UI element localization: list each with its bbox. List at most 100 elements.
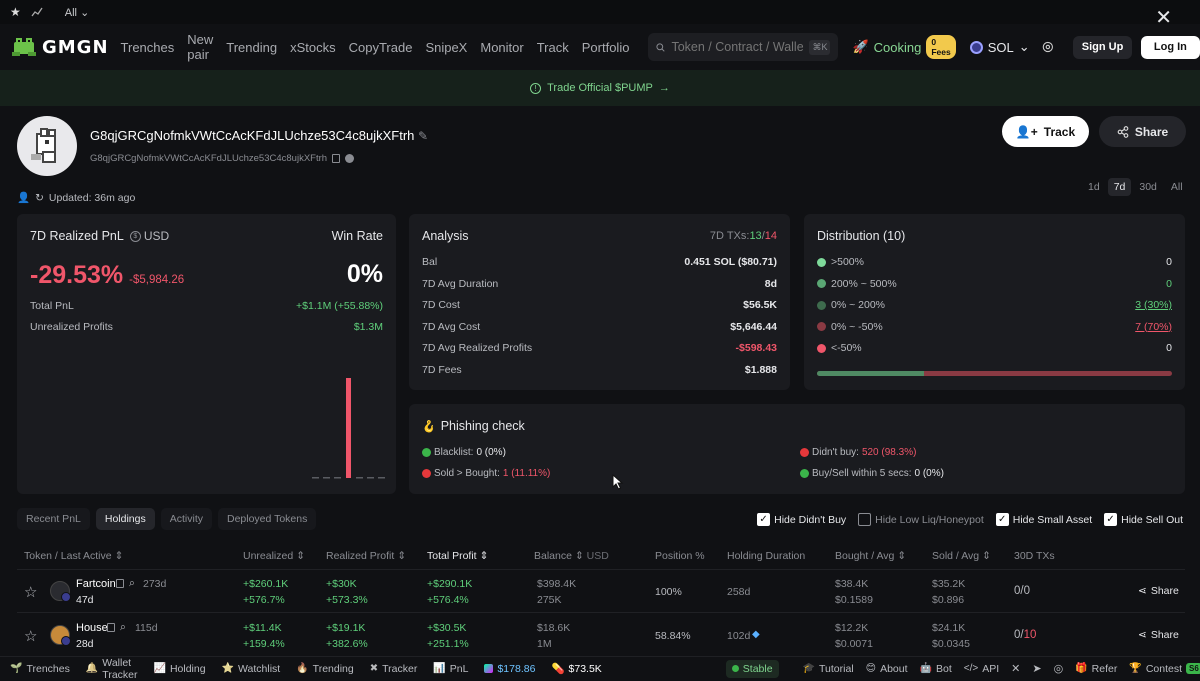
table-row[interactable]: ☆ House ⌕ 115d 28d +$11.4K +159.4% +$19.1K +382.… <box>0 621 1200 657</box>
distribution-row: >500% 0 <box>817 256 1172 268</box>
tab-activity[interactable]: Activity <box>160 508 212 530</box>
chart-icon[interactable] <box>31 6 43 18</box>
filter-hide-didn-t-buy[interactable]: ✓ Hide Didn't Buy <box>757 513 846 526</box>
footer-about[interactable]: 😊 About <box>866 663 908 675</box>
cooking-button[interactable]: 🚀 Cooking 0 Fees <box>852 35 956 59</box>
x-icon[interactable]: ✕ <box>1011 663 1021 675</box>
filter-dropdown[interactable]: All ⌄ <box>65 6 90 19</box>
copy-icon[interactable] <box>107 623 115 632</box>
th-token[interactable]: Token / Last Active ⇕ <box>24 550 123 562</box>
checkbox-empty-icon[interactable] <box>858 513 872 526</box>
promo-banner[interactable]: ! Trade Official $PUMP → <box>0 70 1200 106</box>
pnl-card: 7D Realized PnL $ USD Win Rate -29.53% -$… <box>17 214 396 494</box>
log-in-button[interactable]: Log In <box>1140 35 1200 59</box>
footer-watchlist[interactable]: ⭐ Watchlist <box>222 663 281 675</box>
favorite-star-icon[interactable]: ☆ <box>24 628 38 645</box>
row-share-button[interactable]: ⋖ Share <box>1138 585 1179 597</box>
footer-trending[interactable]: 🔥 Trending <box>296 663 354 675</box>
footer-contest[interactable]: 🏆 Contest S6 <box>1129 663 1200 675</box>
nav-link-snipex[interactable]: SnipeX <box>425 39 468 55</box>
unrealized-value: $1.3M <box>353 321 383 333</box>
th-balance[interactable]: Balance ⇕ USD <box>534 550 609 562</box>
pump-price[interactable]: 💊 $73.5K <box>551 662 601 676</box>
star-icon[interactable]: ★ <box>10 5 21 19</box>
tab-holdings[interactable]: Holdings <box>95 508 155 530</box>
nav-link-trending[interactable]: Trending <box>226 39 278 55</box>
updated-text: Updated: 36m ago <box>48 191 136 204</box>
footer-tutorial[interactable]: 🎓 Tutorial <box>803 663 854 675</box>
discord-icon[interactable]: ◎ <box>1053 663 1064 675</box>
footer-pnl[interactable]: 📊 PnL <box>433 663 468 675</box>
chain-selector[interactable]: SOL ⌄ <box>969 39 1030 55</box>
sol-price[interactable]: $178.86 <box>484 663 535 675</box>
period-all[interactable]: All <box>1170 181 1183 193</box>
refresh-icon[interactable]: ↻ <box>35 191 44 204</box>
table-row[interactable]: ☆ Fartcoin ⌕ 273d 47d +$260.1K +576.7% +$30K +57… <box>0 577 1200 613</box>
period-1d[interactable]: 1d <box>1088 181 1100 193</box>
filter-hide-sell-out[interactable]: ✓ Hide Sell Out <box>1104 513 1183 526</box>
filter-hide-small-asset[interactable]: ✓ Hide Small Asset <box>995 513 1092 526</box>
search-icon[interactable]: ⌕ <box>120 621 126 633</box>
search-input[interactable] <box>671 40 804 54</box>
th-token-label: Token / Last Active <box>24 550 112 562</box>
tab-recent-pnl[interactable]: Recent PnL <box>17 508 90 530</box>
favorite-star-icon[interactable]: ☆ <box>24 584 38 601</box>
currency-toggle[interactable]: $ USD <box>129 229 169 243</box>
nav-link-trenches[interactable]: Trenches <box>120 39 175 55</box>
unrealized-percent: +159.4% <box>243 638 285 650</box>
footer-tracker[interactable]: ✖ Tracker <box>370 663 418 675</box>
phishing-card: 🪝 Phishing check Blacklist: 0 (0%) Sold >… <box>409 404 1185 494</box>
nav-link-track[interactable]: Track <box>536 39 569 55</box>
copy-icon[interactable] <box>116 579 124 588</box>
tab-deployed-tokens[interactable]: Deployed Tokens <box>218 508 317 530</box>
nav-link-new-pair[interactable]: New pair <box>187 32 214 62</box>
footer-bot[interactable]: 🤖 Bot <box>920 663 952 675</box>
row-share-button[interactable]: ⋖ Share <box>1138 629 1179 641</box>
th-duration[interactable]: Holding Duration <box>727 550 806 562</box>
th-txs[interactable]: 30D TXs <box>1014 550 1055 562</box>
tx-separator: / <box>761 230 765 242</box>
footer-api[interactable]: </> API <box>964 663 999 675</box>
close-icon[interactable]: ✕ <box>1155 7 1172 29</box>
th-unrealized[interactable]: Unrealized ⇕ <box>243 550 305 562</box>
nav-link-copytrade[interactable]: CopyTrade <box>348 39 413 55</box>
win-rate-label: Win Rate <box>331 229 383 243</box>
nav-link-portfolio[interactable]: Portfolio <box>581 39 630 55</box>
analysis-label: 7D Fees <box>422 363 462 376</box>
period-7d[interactable]: 7d <box>1107 178 1132 196</box>
footer-wallet-tracker[interactable]: 🔔 Wallet Tracker <box>86 657 138 681</box>
settings-gear-icon[interactable] <box>1042 40 1054 54</box>
edit-pencil-icon[interactable]: ✎ <box>418 129 429 143</box>
pnl-bar-chart <box>312 378 385 479</box>
th-realized[interactable]: Realized Profit ⇕ <box>326 550 406 562</box>
nav-link-monitor[interactable]: Monitor <box>480 39 524 55</box>
checkbox-checked-icon[interactable]: ✓ <box>1104 513 1118 526</box>
distribution-dot-icon <box>817 322 826 331</box>
phishing-title: Phishing check <box>440 419 525 433</box>
th-total[interactable]: Total Profit ⇕ <box>427 550 488 562</box>
telegram-icon[interactable]: ➤ <box>1032 663 1042 675</box>
footer-holding[interactable]: 📈 Holding <box>154 663 206 675</box>
logo[interactable]: GMGN <box>12 36 109 58</box>
stable-status[interactable]: Stable <box>725 659 779 678</box>
th-sold[interactable]: Sold / Avg ⇕ <box>932 550 991 562</box>
copy-icon[interactable] <box>332 154 341 163</box>
sign-up-button[interactable]: Sign Up <box>1073 35 1132 59</box>
nav-link-xstocks[interactable]: xStocks <box>290 39 336 55</box>
footer-trenches[interactable]: 🌱 Trenches <box>10 663 70 675</box>
th-position[interactable]: Position % <box>655 550 705 562</box>
checkbox-checked-icon[interactable]: ✓ <box>757 513 771 526</box>
th-balance-unit[interactable]: USD <box>586 550 609 562</box>
search-icon[interactable]: ⌕ <box>129 577 135 589</box>
checkbox-checked-icon[interactable]: ✓ <box>995 513 1009 526</box>
search-box[interactable]: ⌘K <box>648 33 839 61</box>
flame-icon: 🔥 <box>296 663 309 674</box>
track-button[interactable]: 👤+ Track <box>1002 116 1089 147</box>
pnl-bar <box>367 477 374 479</box>
share-button[interactable]: Share <box>1099 116 1186 147</box>
period-30d[interactable]: 30d <box>1139 181 1157 193</box>
th-bought[interactable]: Bought / Avg ⇕ <box>835 550 906 562</box>
th-unrealized-label: Unrealized <box>243 550 294 562</box>
filter-hide-low-liq-honeypot[interactable]: Hide Low Liq/Honeypot <box>858 513 984 526</box>
footer-refer[interactable]: 🎁 Refer <box>1075 663 1117 675</box>
